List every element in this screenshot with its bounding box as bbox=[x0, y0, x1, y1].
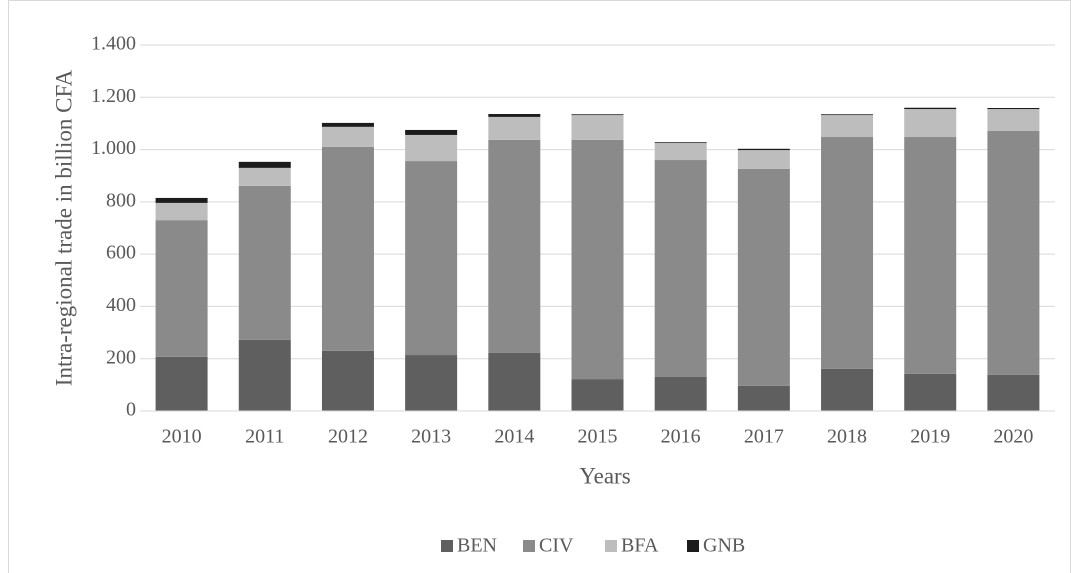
x-tick-label: 2013 bbox=[411, 426, 451, 448]
bar-segment bbox=[488, 114, 541, 117]
bar-segment bbox=[904, 137, 957, 374]
bar-segment bbox=[155, 220, 208, 357]
legend-label: CIV bbox=[539, 535, 574, 557]
bar-segment bbox=[737, 385, 790, 411]
bar-segment bbox=[821, 114, 874, 116]
bar-segment bbox=[321, 350, 374, 411]
bar-segment bbox=[904, 107, 957, 110]
bar-segment bbox=[155, 202, 208, 221]
bar-segment bbox=[488, 116, 541, 140]
bar-segment bbox=[654, 160, 707, 378]
bar-segment bbox=[987, 374, 1040, 411]
x-tick-label: 2018 bbox=[827, 426, 867, 448]
bar-segment bbox=[904, 109, 957, 138]
bar-segment bbox=[321, 126, 374, 147]
legend-swatch bbox=[605, 540, 617, 552]
bar-segment bbox=[238, 339, 291, 411]
bar-segment bbox=[405, 355, 458, 411]
x-tick-label: 2017 bbox=[744, 426, 784, 448]
bar-segment bbox=[821, 368, 874, 411]
bar-segment bbox=[987, 109, 1040, 132]
y-tick-label: 0 bbox=[126, 399, 136, 421]
bar-segment bbox=[821, 115, 874, 138]
bar-segment bbox=[405, 134, 458, 162]
x-tick-label: 2016 bbox=[661, 426, 701, 448]
bar-segment bbox=[321, 122, 374, 127]
y-tick-label: 1.400 bbox=[91, 33, 136, 55]
bar-segment bbox=[405, 129, 458, 135]
legend-label: BFA bbox=[621, 535, 659, 557]
bar-segment bbox=[571, 379, 624, 411]
bar-segment bbox=[737, 150, 790, 169]
bar-segment bbox=[238, 167, 291, 186]
y-tick-label: 400 bbox=[106, 294, 136, 316]
x-axis-label: Years bbox=[579, 463, 630, 488]
x-tick-label: 2014 bbox=[494, 426, 534, 448]
y-tick-label: 1.200 bbox=[91, 85, 136, 107]
bar-segment bbox=[987, 131, 1040, 375]
legend-swatch bbox=[441, 540, 453, 552]
x-tick-label: 2010 bbox=[162, 426, 202, 448]
bar-segment bbox=[155, 197, 208, 203]
x-tick-label: 2012 bbox=[328, 426, 368, 448]
y-tick-label: 800 bbox=[106, 189, 136, 211]
bar-segment bbox=[488, 352, 541, 411]
x-tick-label: 2019 bbox=[910, 426, 950, 448]
bar-segment bbox=[238, 185, 291, 340]
bar-segment bbox=[321, 146, 374, 351]
legend-label: GNB bbox=[703, 535, 745, 557]
legend-swatch bbox=[687, 540, 699, 552]
bar-segment bbox=[571, 115, 624, 140]
bar-segment bbox=[571, 139, 624, 380]
bar-segment bbox=[488, 139, 541, 353]
y-tick-label: 200 bbox=[106, 346, 136, 368]
bar-segment bbox=[654, 143, 707, 161]
legend-swatch bbox=[523, 540, 535, 552]
y-tick-label: 1.000 bbox=[91, 137, 136, 159]
x-tick-label: 2015 bbox=[578, 426, 618, 448]
y-tick-label: 600 bbox=[106, 242, 136, 264]
x-tick-label: 2020 bbox=[993, 426, 1033, 448]
x-tick-label: 2011 bbox=[245, 426, 284, 448]
bar-segment bbox=[904, 373, 957, 411]
legend-label: BEN bbox=[457, 535, 497, 557]
y-axis-label: Intra-regional trade in billion CFA bbox=[51, 69, 76, 386]
bar-segment bbox=[571, 114, 624, 116]
bar-segment bbox=[405, 161, 458, 356]
bar-segment bbox=[654, 377, 707, 411]
bar-segment bbox=[238, 161, 291, 168]
bar-segment bbox=[821, 137, 874, 369]
bar-segment bbox=[155, 356, 208, 411]
bar-segment bbox=[737, 148, 790, 151]
bar-segment bbox=[654, 142, 707, 144]
bar-segment bbox=[987, 108, 1040, 110]
bar-segment bbox=[737, 168, 790, 386]
